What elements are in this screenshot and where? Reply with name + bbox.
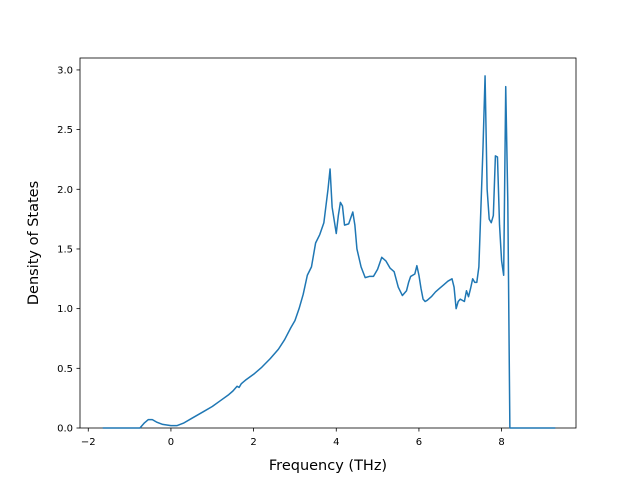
dos-series-line-0	[102, 75, 556, 429]
series-layer	[102, 75, 556, 429]
y-tick-label: 2.0	[57, 185, 73, 196]
y-tick-label: 0.5	[57, 364, 73, 375]
y-axis-label: Density of States	[26, 181, 42, 305]
y-tick-label: 3.0	[57, 65, 73, 76]
y-tick-label: 1.0	[57, 304, 73, 315]
x-tick-label: 2	[250, 437, 256, 448]
x-tick-label: 8	[498, 437, 504, 448]
y-tick-label: 1.5	[57, 244, 73, 255]
x-axis-ticks: −2 0 2 4 6 8	[81, 428, 505, 448]
y-tick-label: 0.0	[57, 424, 73, 435]
x-tick-label: 6	[416, 437, 422, 448]
x-tick-label: −2	[81, 437, 96, 448]
x-tick-label: 0	[168, 437, 174, 448]
y-axis-ticks: 0.0 0.5 1.0 1.5 2.0 2.5 3.0	[57, 65, 80, 435]
plot-frame	[79, 57, 577, 429]
x-tick-label: 4	[333, 437, 339, 448]
y-tick-label: 2.5	[57, 125, 73, 136]
x-axis-label: Frequency (THz)	[269, 458, 387, 474]
